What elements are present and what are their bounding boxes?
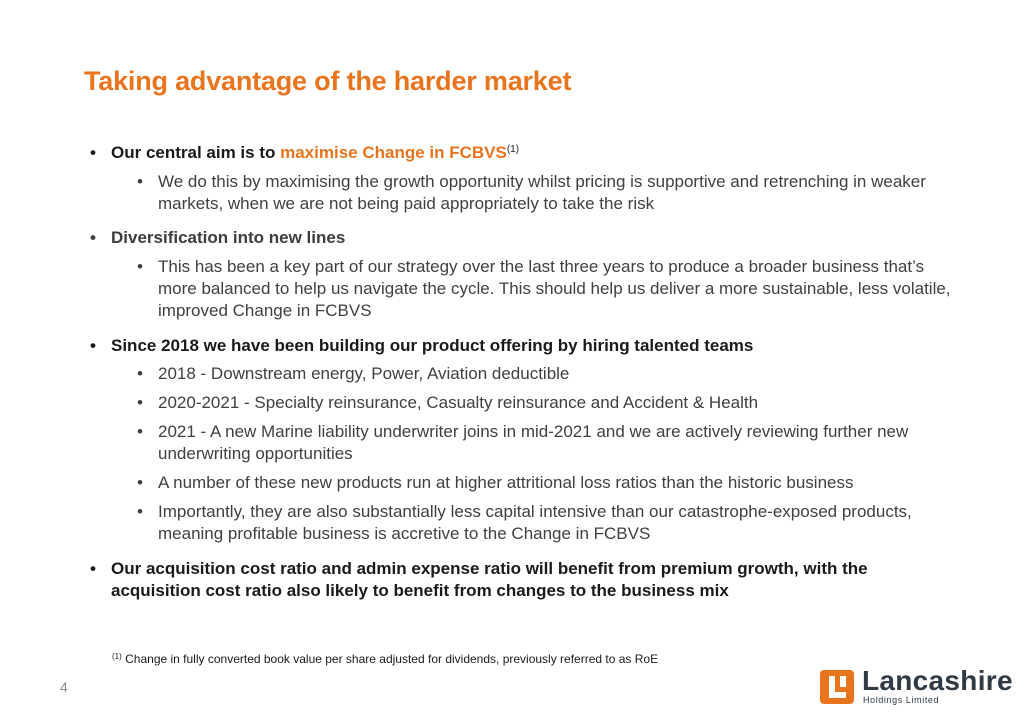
bullet-cost-ratios: • Our acquisition cost ratio and admin e… (90, 558, 960, 602)
lancashire-logo-icon (820, 670, 854, 704)
bullet-product-offering: • Since 2018 we have been building our p… (90, 335, 960, 357)
sub-bullet-text: Importantly, they are also substantially… (158, 502, 912, 543)
sub-bullet-text: 2020-2021 - Specialty reinsurance, Casua… (158, 393, 759, 412)
sub-bullet-marker: • (137, 257, 143, 276)
sub-bullet-text: 2018 - Downstream energy, Power, Aviatio… (158, 364, 570, 383)
logo-name: Lancashire (862, 665, 1013, 696)
bullet-central-aim: • Our central aim is to maximise Change … (90, 142, 960, 164)
sub-bullet-marker: • (137, 393, 143, 412)
bullet-text: Since 2018 we have been building our pro… (111, 336, 754, 355)
sub-bullet: • We do this by maximising the growth op… (137, 171, 960, 215)
footnote-marker: (1) (112, 652, 122, 661)
sub-bullet-marker: • (137, 364, 143, 383)
footnote: (1) Change in fully converted book value… (112, 652, 658, 666)
sub-bullet: • 2021 - A new Marine liability underwri… (137, 421, 960, 465)
sub-bullet-text: This has been a key part of our strategy… (158, 257, 951, 320)
bullet-accent-text: maximise Change in FCBVS (280, 143, 507, 162)
sub-bullet-text: 2021 - A new Marine liability underwrite… (158, 422, 909, 463)
bullet-marker: • (90, 336, 96, 355)
sub-bullet-text: A number of these new products run at hi… (158, 473, 854, 492)
company-logo: Lancashire Holdings Limited (820, 665, 1013, 708)
logo-subtitle: Holdings Limited (863, 695, 940, 705)
sub-bullet-marker: • (137, 502, 143, 521)
bullet-list: • Our central aim is to maximise Change … (90, 140, 960, 602)
bullet-text: Diversification into new lines (111, 228, 346, 247)
footnote-text: Change in fully converted book value per… (125, 652, 659, 666)
footnote-ref: (1) (506, 144, 520, 155)
slide-title: Taking advantage of the harder market (84, 66, 572, 96)
bullet-marker: • (90, 143, 96, 162)
sub-bullet: • This has been a key part of our strate… (137, 256, 960, 322)
sub-bullet-marker: • (137, 422, 143, 441)
sub-bullet: • Importantly, they are also substantial… (137, 501, 960, 545)
sub-bullet-text: We do this by maximising the growth oppo… (158, 172, 926, 213)
bullet-text: Our acquisition cost ratio and admin exp… (111, 559, 868, 600)
sub-bullet: • A number of these new products run at … (137, 472, 960, 494)
sub-bullet-marker: • (137, 473, 143, 492)
sub-bullet: • 2020-2021 - Specialty reinsurance, Cas… (137, 392, 960, 414)
bullet-marker: • (90, 228, 96, 247)
bullet-text: Our central aim is to (111, 143, 281, 162)
bullet-marker: • (90, 559, 96, 578)
page-number: 4 (60, 679, 68, 695)
sub-bullet-marker: • (137, 172, 143, 191)
bullet-diversification: • Diversification into new lines (90, 227, 960, 249)
sub-bullet: • 2018 - Downstream energy, Power, Aviat… (137, 363, 960, 385)
